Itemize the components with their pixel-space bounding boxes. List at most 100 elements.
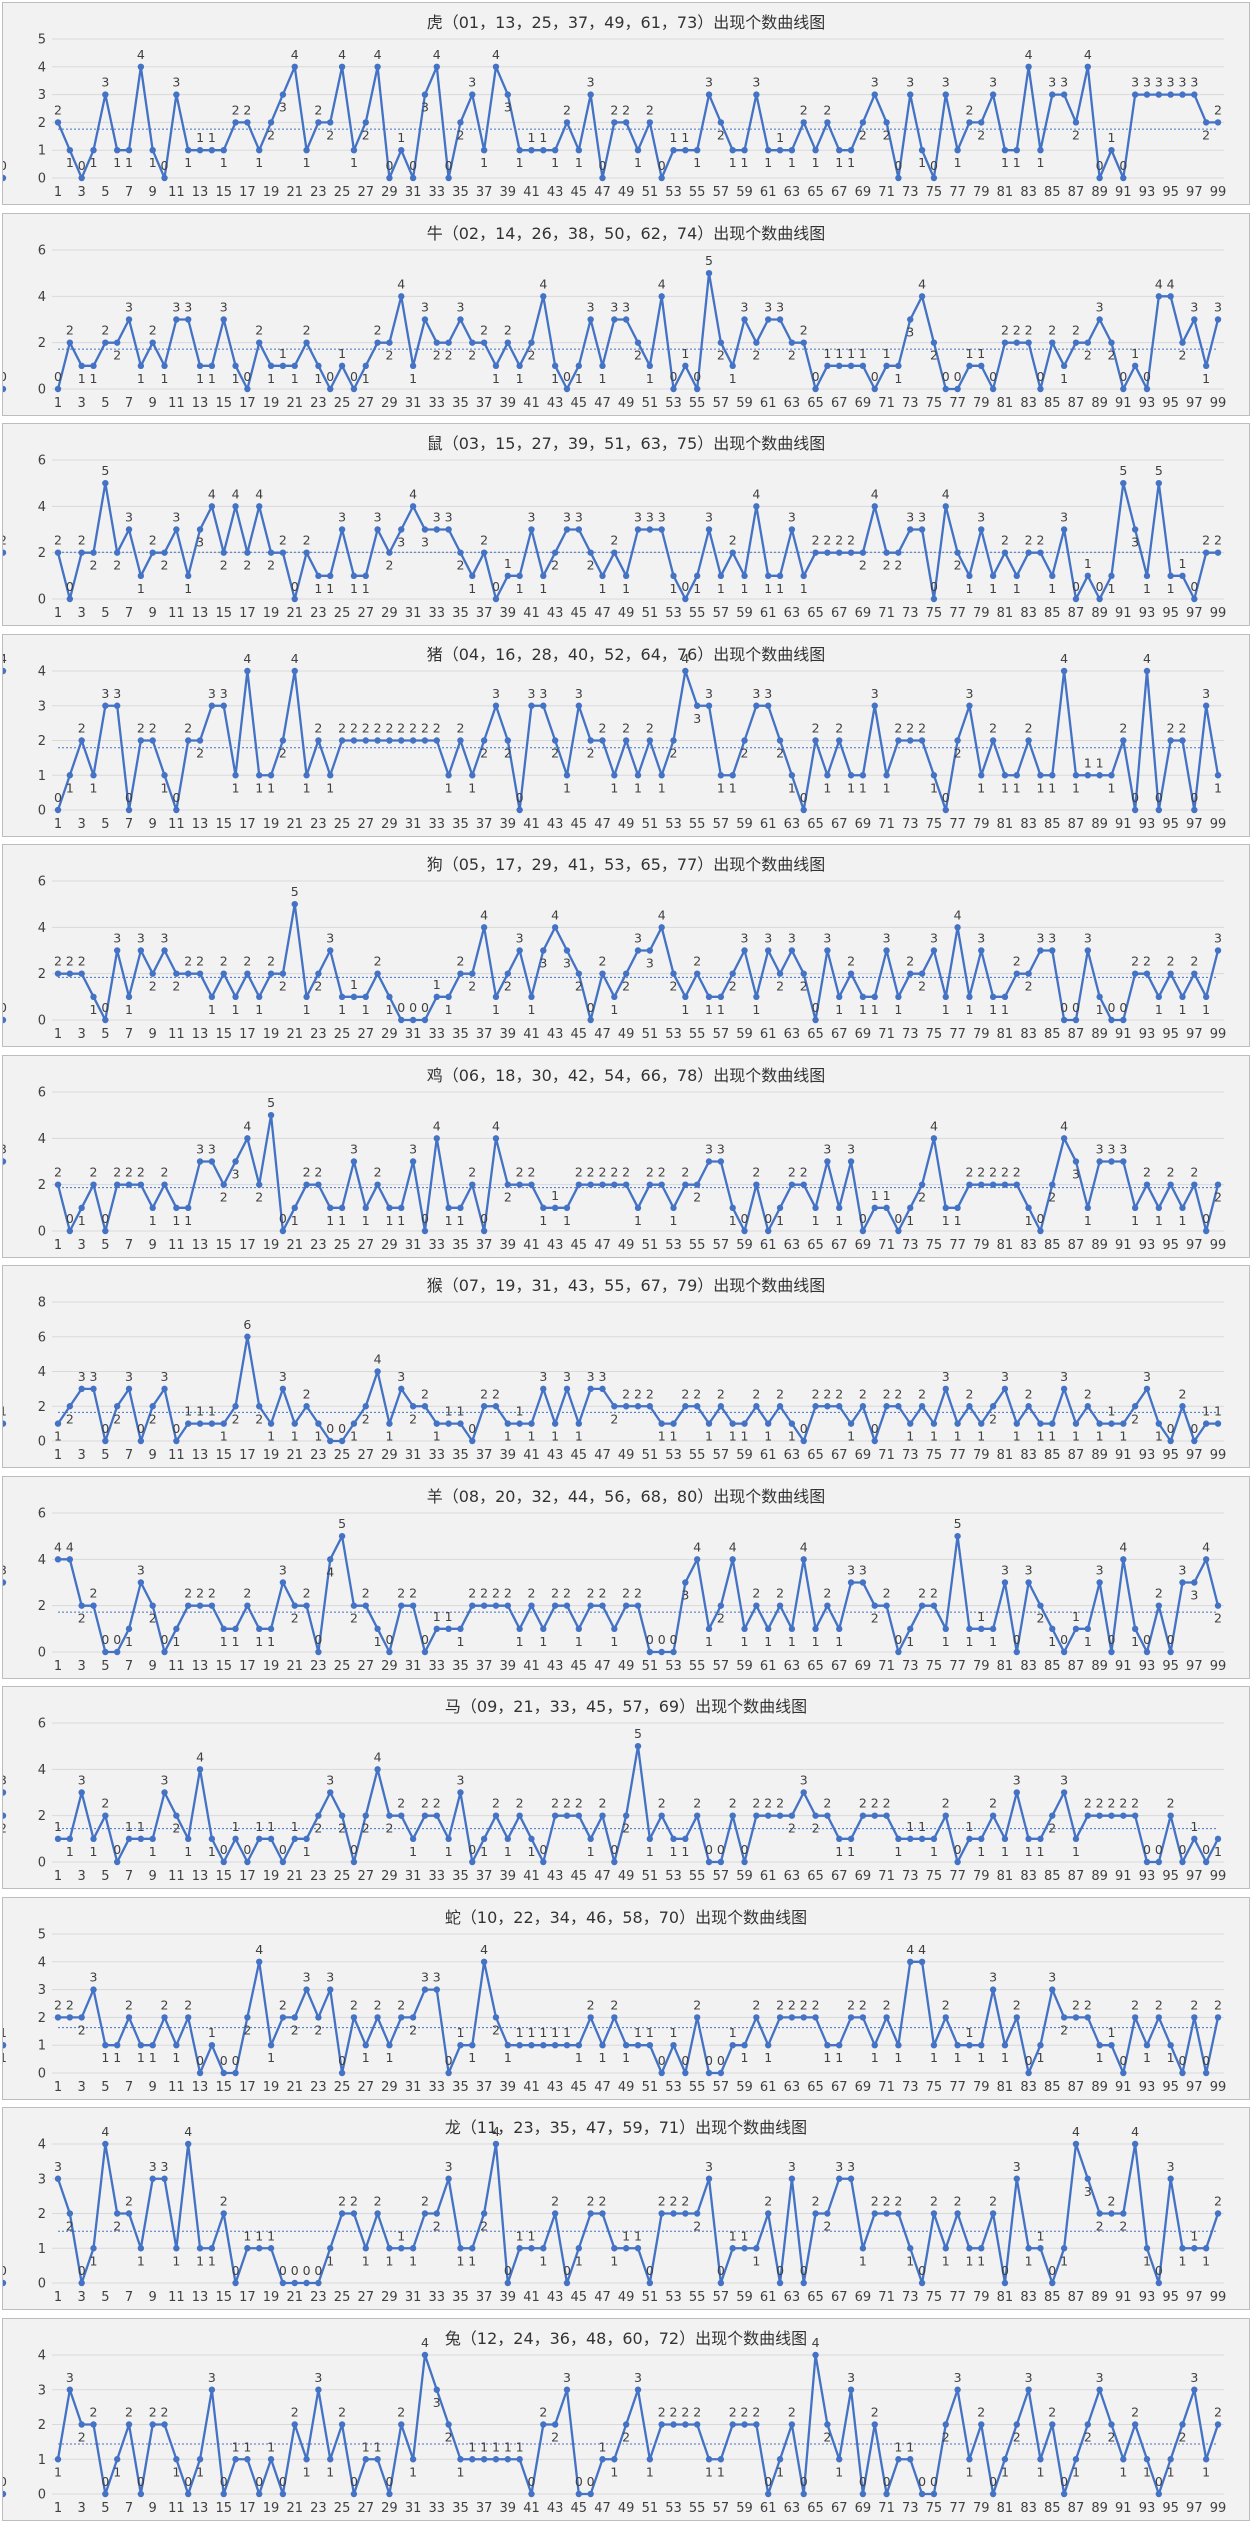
data-point <box>1025 2386 1032 2393</box>
data-label: 2 <box>125 2404 133 2419</box>
data-label: 2 <box>196 1585 204 1600</box>
data-point <box>741 1420 748 1427</box>
data-label: 4 <box>255 1941 263 1956</box>
data-label: 1 <box>90 155 98 170</box>
data-label: 1 <box>1013 1429 1021 1444</box>
data-label: 0 <box>942 369 950 384</box>
data-point <box>658 526 665 533</box>
data-point <box>409 503 417 510</box>
data-point <box>966 572 973 580</box>
x-tick-label: 89 <box>1091 396 1108 411</box>
data-label: 2 <box>989 720 997 735</box>
data-label: 2 <box>918 720 926 735</box>
data-label: 4 <box>812 2335 820 2350</box>
y-tick-label: 0 <box>38 1856 46 1871</box>
x-tick-label: 25 <box>334 2290 351 2305</box>
data-label: 1 <box>362 370 370 385</box>
data-label: 2 <box>563 1585 571 1600</box>
data-label: 0 <box>243 369 251 384</box>
data-label: 3 <box>906 510 914 525</box>
x-tick-label: 33 <box>429 396 446 411</box>
data-point <box>776 970 784 977</box>
data-label: 2 <box>1214 1610 1222 1625</box>
data-point <box>859 2013 867 2021</box>
data-point <box>113 1648 121 1655</box>
data-point <box>658 924 665 931</box>
data-label: 4 <box>539 276 547 291</box>
x-tick-label: 65 <box>807 606 824 621</box>
data-label: 3 <box>1036 931 1044 946</box>
data-label: 1 <box>551 1429 559 1444</box>
data-point <box>587 1835 594 1843</box>
x-tick-label: 59 <box>736 1659 753 1674</box>
data-label: 1 <box>1096 1002 1104 1017</box>
data-point <box>1013 572 1020 580</box>
data-label: 2 <box>1036 533 1044 548</box>
data-label: 1 <box>385 1002 393 1017</box>
data-label: 1 <box>291 1819 299 1834</box>
data-point <box>386 549 393 556</box>
data-label: 1 <box>267 1819 275 1834</box>
x-tick-label: 63 <box>784 1869 801 1884</box>
data-point <box>315 2386 322 2393</box>
data-point <box>966 702 973 709</box>
data-label: 0 <box>1155 1842 1163 1857</box>
data-point <box>113 147 121 154</box>
data-label: 0 <box>658 2053 666 2068</box>
x-tick-label: 11 <box>168 606 185 621</box>
data-point <box>90 993 97 1001</box>
x-tick-label: 89 <box>1091 2501 1108 2516</box>
data-label: 3 <box>1013 2159 1021 2174</box>
data-point <box>433 63 440 70</box>
x-tick-label: 71 <box>878 1238 895 1253</box>
data-point <box>457 2455 464 2462</box>
data-label: 0 <box>930 2474 938 2489</box>
data-label: 2 <box>551 2429 559 2444</box>
data-point <box>895 1227 902 1234</box>
data-point <box>457 736 464 744</box>
data-point <box>753 503 760 510</box>
data-label: 1 <box>812 1212 820 1227</box>
x-tick-label: 35 <box>452 1027 469 1042</box>
data-point <box>66 1835 74 1843</box>
x-tick-label: 91 <box>1115 2501 1132 2516</box>
x-tick-label: 75 <box>926 1659 943 1674</box>
y-tick-label: 0 <box>38 1435 46 1450</box>
data-label: 2 <box>78 720 86 735</box>
data-label: 0 <box>492 579 500 594</box>
data-label: 3 <box>1143 1369 1151 1384</box>
data-label: 2 <box>480 2219 488 2234</box>
x-tick-label: 31 <box>405 2290 422 2305</box>
data-label: 1 <box>1107 780 1115 795</box>
data-point <box>847 362 855 369</box>
data-point <box>492 2455 500 2462</box>
data-label: 1 <box>1167 581 1175 596</box>
data-label: 2 <box>610 1411 618 1426</box>
data-point <box>587 1601 594 1609</box>
x-tick-label: 39 <box>500 817 517 832</box>
data-point <box>1120 1157 1127 1165</box>
data-label: 1 <box>137 2253 145 2268</box>
data-point <box>113 338 121 346</box>
data-point <box>421 1985 429 1993</box>
data-label: 1 <box>847 155 855 170</box>
x-tick-label: 57 <box>713 1659 730 1674</box>
data-point <box>1143 1858 1151 1866</box>
data-point <box>1191 2386 1198 2393</box>
data-point <box>315 362 322 369</box>
data-point <box>563 2041 571 2048</box>
data-label: 1 <box>1072 1844 1080 1859</box>
x-tick-label: 7 <box>125 396 133 411</box>
data-label: 2 <box>1143 954 1151 969</box>
x-tick-label: 17 <box>239 1027 256 1042</box>
data-point <box>1060 1648 1068 1655</box>
data-label: 1 <box>942 1212 950 1227</box>
x-tick-label: 61 <box>760 2501 777 2516</box>
x-tick-label: 81 <box>997 1448 1014 1463</box>
y-tick-label: 2 <box>38 1599 46 1614</box>
x-tick-label: 67 <box>831 2501 848 2516</box>
data-label: 1 <box>646 2464 654 2479</box>
data-label: 1 <box>149 1212 157 1227</box>
data-label: 1 <box>468 2253 476 2268</box>
data-point <box>398 1601 405 1609</box>
